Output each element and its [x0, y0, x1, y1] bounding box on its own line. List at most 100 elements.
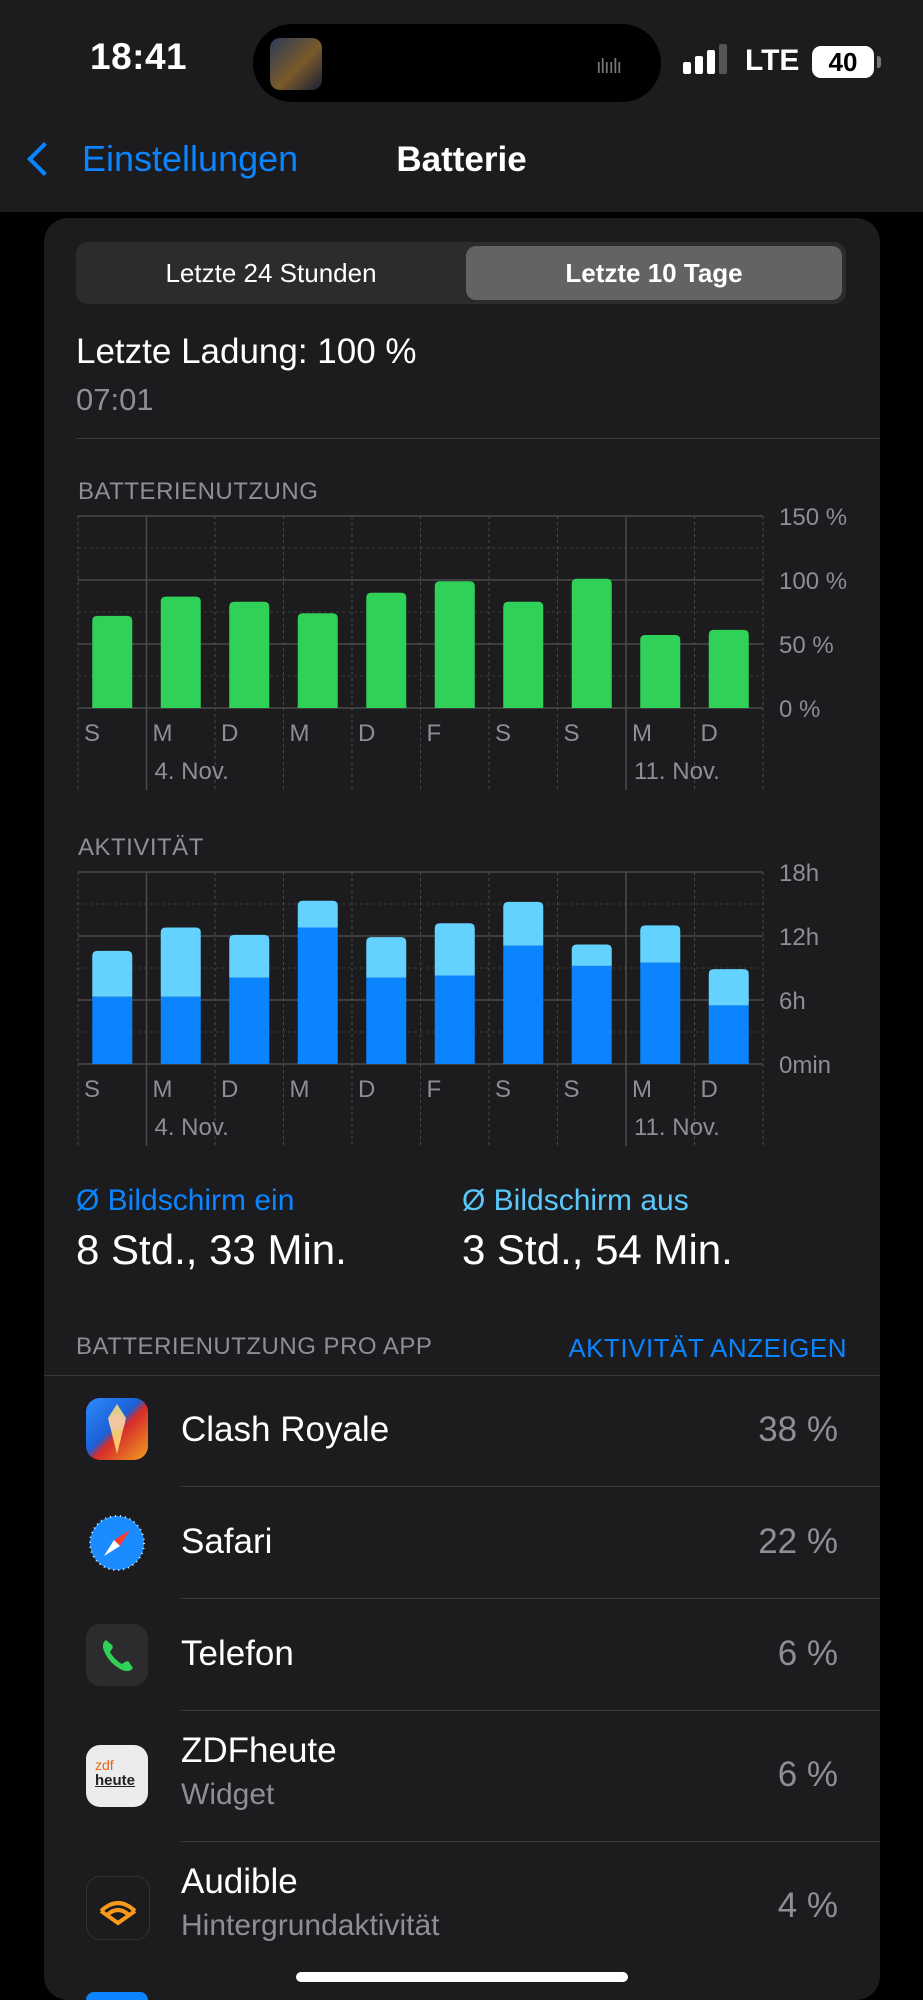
activity-x-tick-label: S [564, 1076, 580, 1103]
activity-y-tick-label: 18h [779, 860, 819, 887]
show-activity-link[interactable]: AKTIVITÄT ANZEIGEN [568, 1333, 847, 1363]
activity-bar [92, 996, 133, 1064]
now-playing-artwork[interactable] [270, 38, 322, 90]
app-row-zdfheute[interactable]: zdf heute ZDFheute Widget 6 % [44, 1711, 880, 1842]
activity-bar [229, 934, 270, 978]
battery-usage-bar [708, 629, 749, 708]
battery-usage-x-tick-label: F [427, 720, 442, 747]
activity-bar [434, 923, 475, 976]
activity-bar [297, 927, 338, 1064]
battery-usage-date-label: 11. Nov. [634, 758, 720, 785]
page-title: Batterie [396, 140, 527, 179]
battery-icon: 40 [812, 46, 881, 78]
activity-y-tick-label: 6h [779, 988, 806, 1015]
app-row-telefon[interactable]: Telefon 6 % [44, 1599, 880, 1711]
app-subtitle: Widget [181, 1778, 275, 1811]
battery-usage-chart[interactable]: 150 % 100 % 50 % 0 % S M D M D F S S M D 4. Nov. 11. No… [0, 500, 923, 800]
battery-usage-bar [640, 635, 681, 708]
activity-x-tick-label: M [290, 1076, 310, 1103]
battery-usage-x-tick-label: S [495, 720, 511, 747]
audible-icon [86, 1876, 150, 1940]
app-name: ZDFheute [181, 1731, 337, 1770]
avg-screen-on-value: 8 Std., 33 Min. [76, 1226, 347, 1273]
avg-screen-on-label: Ø Bildschirm ein [76, 1184, 295, 1217]
divider [181, 1841, 880, 1842]
avg-screen-off-label: Ø Bildschirm aus [462, 1184, 689, 1217]
network-type: LTE [745, 44, 800, 77]
home-indicator[interactable] [296, 1972, 628, 1982]
activity-bar [640, 962, 681, 1064]
app-percent: 6 % [777, 1634, 838, 1673]
battery-usage-y-tick-label: 0 % [779, 696, 820, 723]
app-percent: 6 % [777, 1755, 838, 1794]
activity-x-tick-label: M [632, 1076, 652, 1103]
back-button[interactable]: Einstellungen [24, 138, 298, 180]
battery-usage-bar [503, 601, 544, 708]
battery-usage-section-label: BATTERIENUTZUNG [78, 478, 319, 505]
battery-usage-bar [434, 581, 475, 708]
battery-usage-x-tick-label: D [358, 720, 375, 747]
activity-bar [571, 944, 612, 966]
battery-usage-y-tick-label: 150 % [779, 504, 847, 531]
next-app-icon-partial [86, 1992, 148, 2000]
activity-x-tick-label: M [153, 1076, 173, 1103]
battery-usage-bar [571, 578, 612, 708]
battery-usage-x-tick-label: M [290, 720, 310, 747]
safari-icon [86, 1512, 148, 1574]
battery-usage-x-tick-label: D [701, 720, 718, 747]
activity-y-tick-label: 0min [779, 1052, 831, 1079]
activity-chart[interactable]: 18h 12h 6h 0min S M D M D F S S M D 4. Nov. 11. Nov. [0, 856, 923, 1156]
app-percent: 38 % [758, 1410, 838, 1449]
battery-usage-bar [229, 601, 270, 708]
activity-section-label: AKTIVITÄT [78, 834, 204, 861]
activity-x-tick-label: S [84, 1076, 100, 1103]
activity-bar [366, 977, 407, 1064]
activity-bar [160, 996, 201, 1064]
app-name: Safari [181, 1522, 273, 1561]
divider [181, 1486, 880, 1487]
divider [181, 1598, 880, 1599]
app-row-safari[interactable]: Safari 22 % [44, 1487, 880, 1599]
activity-date-label: 4. Nov. [155, 1114, 229, 1141]
activity-bar [366, 937, 407, 978]
activity-bar [708, 1005, 749, 1064]
battery-usage-x-tick-label: D [221, 720, 238, 747]
battery-usage-x-tick-label: M [632, 720, 652, 747]
battery-usage-x-tick-label: M [153, 720, 173, 747]
avg-screen-off-value: 3 Std., 54 Min. [462, 1226, 733, 1273]
activity-bar [708, 969, 749, 1006]
activity-x-tick-label: D [221, 1076, 238, 1103]
activity-bar [503, 945, 544, 1064]
segment-last-10-days[interactable]: Letzte 10 Tage [466, 246, 842, 300]
battery-usage-y-tick-label: 100 % [779, 568, 847, 595]
battery-usage-bar [297, 613, 338, 708]
battery-usage-bar [92, 615, 133, 708]
activity-bar [640, 925, 681, 963]
time-range-segmented-control: Letzte 24 Stunden Letzte 10 Tage [76, 242, 846, 304]
activity-bar [297, 900, 338, 928]
activity-bar [571, 965, 612, 1064]
zdf-logo-text: zdf [95, 1757, 114, 1773]
last-charge-time: 07:01 [76, 382, 154, 417]
battery-usage-bar [160, 596, 201, 708]
status-time: 18:41 [90, 36, 188, 77]
divider [76, 438, 880, 439]
divider [181, 1710, 880, 1711]
audio-waveform-icon: ılıılı [596, 56, 622, 78]
heute-logo-text: heute [95, 1772, 136, 1789]
app-name: Audible [181, 1862, 298, 1901]
activity-bar [229, 977, 270, 1064]
app-subtitle: Hintergrundaktivität [181, 1909, 440, 1942]
battery-card [44, 218, 880, 2000]
app-row-clash-royale[interactable]: Clash Royale 38 % [44, 1376, 880, 1487]
activity-x-tick-label: F [427, 1076, 442, 1103]
per-app-usage-header: BATTERIENUTZUNG PRO APP [76, 1333, 433, 1360]
activity-bar [92, 950, 133, 997]
app-row-audible[interactable]: Audible Hintergrundaktivität 4 % [44, 1842, 880, 1974]
phone-icon [86, 1624, 148, 1686]
activity-bar [503, 901, 544, 946]
activity-x-tick-label: D [358, 1076, 375, 1103]
app-name: Clash Royale [181, 1410, 390, 1449]
battery-usage-x-tick-label: S [84, 720, 100, 747]
segment-last-24-hours[interactable]: Letzte 24 Stunden [165, 258, 377, 288]
